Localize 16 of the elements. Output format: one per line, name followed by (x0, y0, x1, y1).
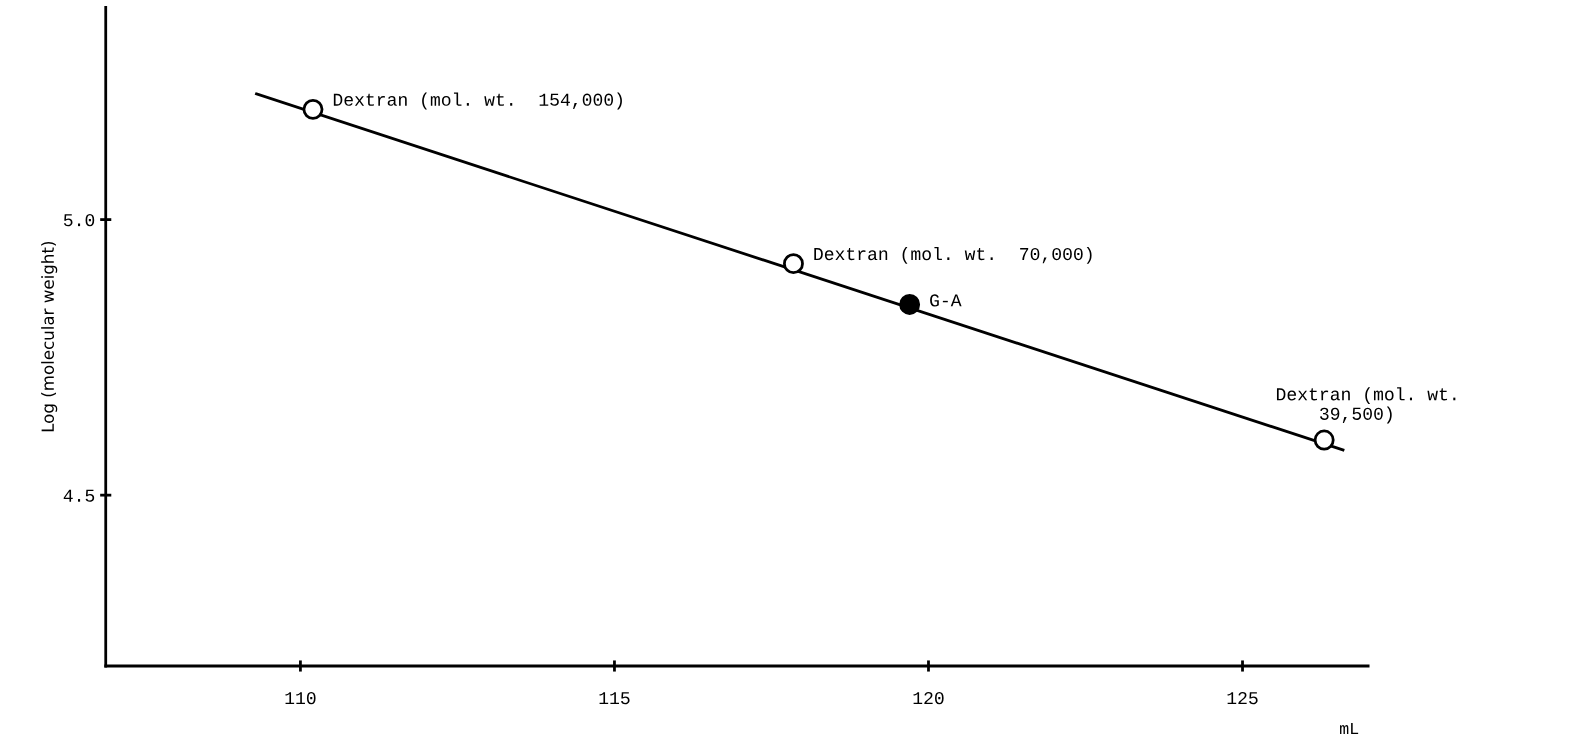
annotation: Dextran (mol. wt. 70,000) (814, 246, 1092, 264)
x-tick-label: 120 (913, 692, 944, 705)
x-tick-label: 125 (1227, 692, 1258, 705)
point (302, 98, 324, 120)
point (783, 253, 804, 275)
y-axis-title: Log (molecular weight) (41, 241, 58, 432)
annotation: Dextran (mol. wt. 154,000) (333, 92, 622, 110)
y-tick-label: 5.0 (63, 214, 95, 227)
point (1313, 429, 1335, 451)
x-tick-label: 110 (285, 692, 316, 705)
annotation: Dextran (mol. wt. 39,500) (1276, 387, 1456, 424)
x-axis-title: mL (1339, 723, 1359, 735)
y-tick-label: 4.5 (63, 489, 95, 502)
point (899, 294, 921, 315)
x-tick-label: 115 (599, 692, 630, 705)
annotation: G-A (930, 294, 962, 307)
